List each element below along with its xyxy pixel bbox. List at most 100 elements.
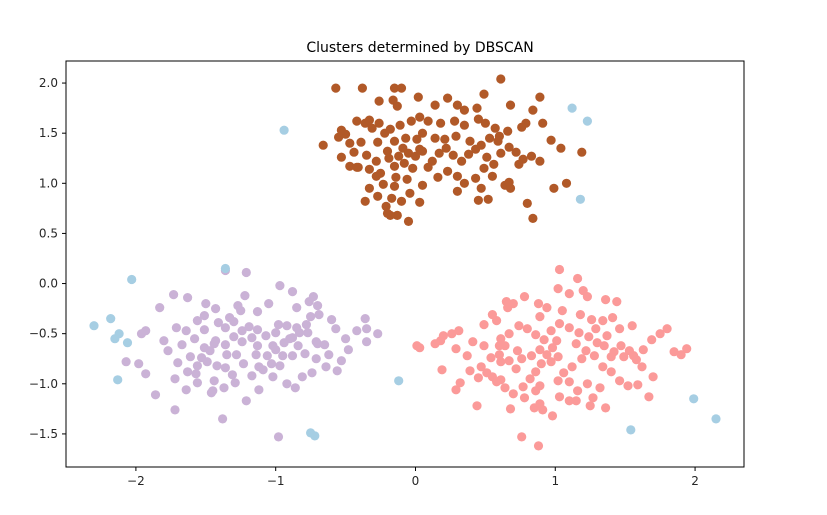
- scatter-point: [106, 314, 116, 324]
- scatter-point: [349, 147, 359, 157]
- scatter-point: [567, 103, 577, 113]
- scatter-point: [230, 378, 240, 388]
- scatter-point: [360, 314, 370, 324]
- scatter-point: [571, 339, 581, 349]
- scatter-point: [169, 290, 179, 300]
- scatter-point: [141, 369, 151, 379]
- scatter-point: [437, 365, 447, 375]
- scatter-point: [209, 339, 219, 349]
- scatter-point: [581, 346, 591, 356]
- scatter-point: [546, 326, 556, 336]
- scatter-point: [503, 126, 513, 136]
- scatter-point: [311, 354, 321, 364]
- scatter-point: [505, 183, 516, 193]
- scatter-point: [526, 351, 537, 361]
- scatter-point: [522, 198, 532, 208]
- scatter-point: [405, 188, 415, 198]
- scatter-point: [624, 346, 635, 356]
- scatter-point: [533, 441, 544, 451]
- scatter-point: [533, 299, 544, 309]
- scatter-point: [415, 197, 425, 207]
- scatter-point: [292, 323, 302, 333]
- scatter-point: [504, 142, 514, 152]
- scatter-point: [183, 367, 193, 377]
- scatter-point: [121, 357, 131, 367]
- scatter-point: [201, 299, 211, 309]
- scatter-point: [577, 147, 587, 157]
- scatter-point: [394, 376, 404, 386]
- scatter-point: [535, 312, 545, 322]
- scatter-point: [483, 194, 493, 204]
- scatter-point: [229, 317, 239, 327]
- scatter-point: [336, 152, 346, 162]
- scatter-point: [598, 362, 608, 372]
- scatter-point: [220, 340, 230, 350]
- scatter-point: [559, 368, 569, 378]
- x-tick-label: −1: [267, 474, 285, 488]
- scatter-point: [356, 137, 366, 147]
- scatter-point: [452, 171, 462, 181]
- scatter-point: [251, 350, 261, 360]
- scatter-point: [538, 405, 548, 415]
- scatter-point: [631, 355, 642, 365]
- scatter-point: [352, 326, 362, 336]
- scatter-point: [110, 334, 120, 344]
- scatter-point: [598, 316, 608, 326]
- scatter-point: [526, 151, 537, 161]
- scatter-point: [575, 310, 586, 320]
- scatter-point: [332, 366, 342, 376]
- scatter-point: [341, 334, 351, 344]
- scatter-point: [459, 120, 469, 130]
- scatter-point: [412, 341, 422, 351]
- scatter-point: [360, 196, 370, 206]
- scatter-point: [547, 411, 558, 421]
- scatter-point: [185, 352, 195, 362]
- scatter-point: [535, 156, 545, 166]
- scatter-point: [127, 274, 137, 285]
- scatter-point: [423, 116, 433, 126]
- scatter-point: [496, 334, 506, 344]
- scatter-point: [662, 324, 672, 334]
- scatter-point: [293, 341, 303, 351]
- scatter-point: [324, 350, 334, 360]
- scatter-point: [606, 367, 616, 377]
- scatter-point: [535, 92, 545, 102]
- x-tick-label: 1: [551, 474, 559, 488]
- scatter-point: [476, 362, 486, 372]
- scatter-point: [554, 319, 565, 329]
- scatter-point: [452, 100, 462, 110]
- scatter-point: [525, 374, 535, 384]
- scatter-point: [595, 383, 605, 393]
- scatter-point: [552, 336, 562, 346]
- scatter-point: [406, 116, 416, 126]
- scatter-point: [584, 332, 594, 342]
- scatter-point: [345, 138, 355, 148]
- scatter-point: [575, 194, 586, 204]
- points-layer: [89, 74, 721, 451]
- scatter-point: [190, 334, 200, 344]
- y-tick-label: −1.0: [29, 377, 58, 391]
- scatter-point: [410, 151, 421, 161]
- scatter-point: [511, 147, 521, 157]
- scatter-point: [711, 414, 721, 424]
- scatter-point: [402, 174, 412, 184]
- scatter-point: [602, 331, 612, 341]
- scatter-point: [396, 83, 407, 93]
- scatter-point: [430, 133, 440, 143]
- scatter-point: [134, 359, 144, 369]
- scatter-point: [522, 324, 532, 334]
- scatter-point: [517, 432, 527, 442]
- scatter-point: [382, 208, 393, 218]
- scatter-point: [192, 378, 202, 388]
- scatter-point: [454, 326, 464, 336]
- scatter-point: [473, 114, 483, 124]
- scatter-point: [582, 379, 593, 389]
- scatter-point: [266, 359, 277, 369]
- scatter-point: [306, 312, 316, 322]
- scatter-point: [638, 345, 648, 355]
- scatter-point: [199, 311, 209, 321]
- scatter-point: [150, 390, 161, 400]
- scatter-point: [517, 122, 527, 132]
- scatter-point: [557, 306, 567, 316]
- scatter-point: [367, 123, 377, 133]
